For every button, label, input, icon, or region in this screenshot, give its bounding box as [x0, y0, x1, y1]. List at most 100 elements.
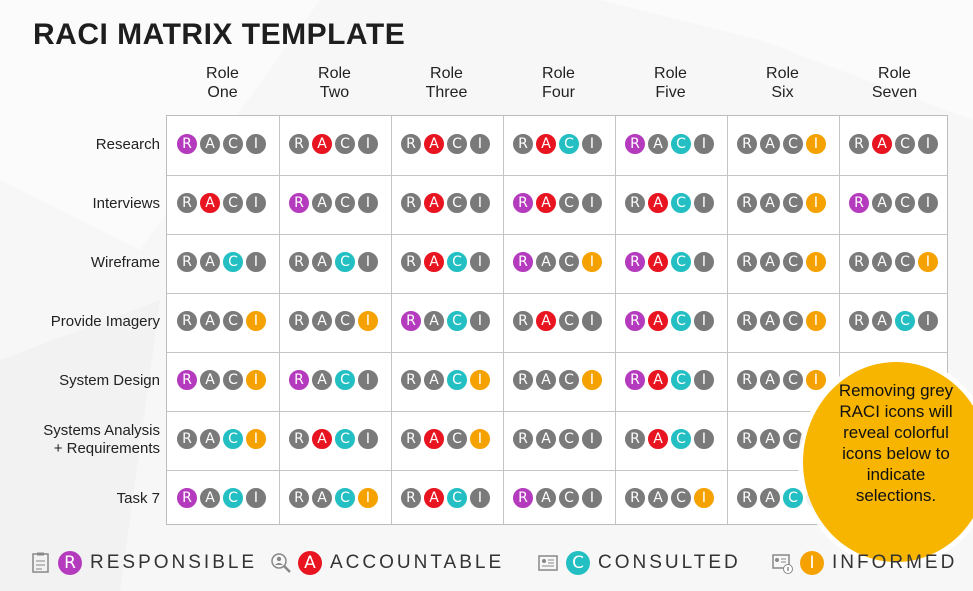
raci-a-icon[interactable]: A	[759, 192, 781, 214]
raci-r-icon[interactable]: R	[624, 369, 646, 391]
raci-r-icon[interactable]: R	[400, 251, 422, 273]
raci-a-icon[interactable]: A	[311, 369, 333, 391]
raci-a-icon[interactable]: A	[311, 428, 333, 450]
raci-r-icon[interactable]: R	[400, 487, 422, 509]
raci-i-icon[interactable]: I	[469, 428, 491, 450]
raci-c-icon[interactable]: C	[782, 369, 804, 391]
raci-r-icon[interactable]: R	[400, 369, 422, 391]
raci-i-icon[interactable]: I	[469, 133, 491, 155]
raci-c-icon[interactable]: C	[782, 192, 804, 214]
raci-r-icon[interactable]: R	[512, 487, 534, 509]
raci-a-icon[interactable]: A	[871, 133, 893, 155]
raci-r-icon[interactable]: R	[848, 251, 870, 273]
raci-c-icon[interactable]: C	[670, 251, 692, 273]
raci-c-icon[interactable]: C	[558, 369, 580, 391]
raci-a-icon[interactable]: A	[535, 192, 557, 214]
raci-i-icon[interactable]: I	[805, 251, 827, 273]
raci-a-icon[interactable]: A	[311, 251, 333, 273]
raci-i-icon[interactable]: I	[357, 133, 379, 155]
raci-c-icon[interactable]: C	[558, 428, 580, 450]
raci-r-icon[interactable]: R	[176, 310, 198, 332]
raci-a-icon[interactable]: A	[535, 133, 557, 155]
raci-a-icon[interactable]: A	[535, 428, 557, 450]
raci-r-icon[interactable]: R	[400, 133, 422, 155]
raci-r-icon[interactable]: R	[624, 192, 646, 214]
raci-i-icon[interactable]: I	[245, 369, 267, 391]
raci-a-icon[interactable]: A	[423, 310, 445, 332]
raci-r-icon[interactable]: R	[512, 369, 534, 391]
raci-i-icon[interactable]: I	[917, 133, 939, 155]
raci-a-icon[interactable]: A	[423, 192, 445, 214]
raci-i-icon[interactable]: I	[469, 487, 491, 509]
raci-a-icon[interactable]: A	[647, 428, 669, 450]
raci-c-icon[interactable]: C	[222, 487, 244, 509]
raci-r-icon[interactable]: R	[176, 192, 198, 214]
raci-r-icon[interactable]: R	[624, 251, 646, 273]
raci-a-icon[interactable]: A	[759, 428, 781, 450]
raci-r-icon[interactable]: R	[512, 251, 534, 273]
raci-a-icon[interactable]: A	[647, 192, 669, 214]
raci-c-icon[interactable]: C	[670, 310, 692, 332]
raci-i-icon[interactable]: I	[245, 133, 267, 155]
raci-r-icon[interactable]: R	[624, 133, 646, 155]
raci-a-icon[interactable]: A	[423, 251, 445, 273]
raci-a-icon[interactable]: A	[311, 310, 333, 332]
raci-c-icon[interactable]: C	[670, 192, 692, 214]
raci-r-icon[interactable]: R	[288, 192, 310, 214]
raci-c-icon[interactable]: C	[334, 251, 356, 273]
raci-a-icon[interactable]: A	[759, 251, 781, 273]
raci-i-icon[interactable]: I	[357, 487, 379, 509]
raci-i-icon[interactable]: I	[469, 310, 491, 332]
raci-i-icon[interactable]: I	[581, 133, 603, 155]
raci-a-icon[interactable]: A	[311, 487, 333, 509]
raci-r-icon[interactable]: R	[512, 310, 534, 332]
raci-r-icon[interactable]: R	[400, 428, 422, 450]
raci-i-icon[interactable]: I	[581, 487, 603, 509]
raci-r-icon[interactable]: R	[624, 310, 646, 332]
raci-r-icon[interactable]: R	[736, 310, 758, 332]
raci-a-icon[interactable]: A	[535, 251, 557, 273]
raci-r-icon[interactable]: R	[176, 487, 198, 509]
raci-a-icon[interactable]: A	[535, 310, 557, 332]
raci-a-icon[interactable]: A	[759, 369, 781, 391]
raci-i-icon[interactable]: I	[357, 192, 379, 214]
raci-r-icon[interactable]: R	[400, 192, 422, 214]
raci-i-icon[interactable]: I	[917, 310, 939, 332]
raci-i-icon[interactable]: I	[581, 369, 603, 391]
raci-r-icon[interactable]: R	[736, 251, 758, 273]
raci-a-icon[interactable]: A	[423, 487, 445, 509]
raci-c-icon[interactable]: C	[222, 133, 244, 155]
raci-i-icon[interactable]: I	[693, 487, 715, 509]
raci-r-icon[interactable]: R	[288, 251, 310, 273]
raci-i-icon[interactable]: I	[693, 192, 715, 214]
raci-r-icon[interactable]: R	[848, 133, 870, 155]
raci-a-icon[interactable]: A	[871, 192, 893, 214]
raci-c-icon[interactable]: C	[782, 310, 804, 332]
raci-c-icon[interactable]: C	[334, 369, 356, 391]
raci-c-icon[interactable]: C	[670, 369, 692, 391]
raci-i-icon[interactable]: I	[581, 310, 603, 332]
raci-i-icon[interactable]: I	[917, 192, 939, 214]
raci-i-icon[interactable]: I	[245, 310, 267, 332]
raci-c-icon[interactable]: C	[670, 428, 692, 450]
raci-a-icon[interactable]: A	[759, 487, 781, 509]
raci-r-icon[interactable]: R	[848, 310, 870, 332]
